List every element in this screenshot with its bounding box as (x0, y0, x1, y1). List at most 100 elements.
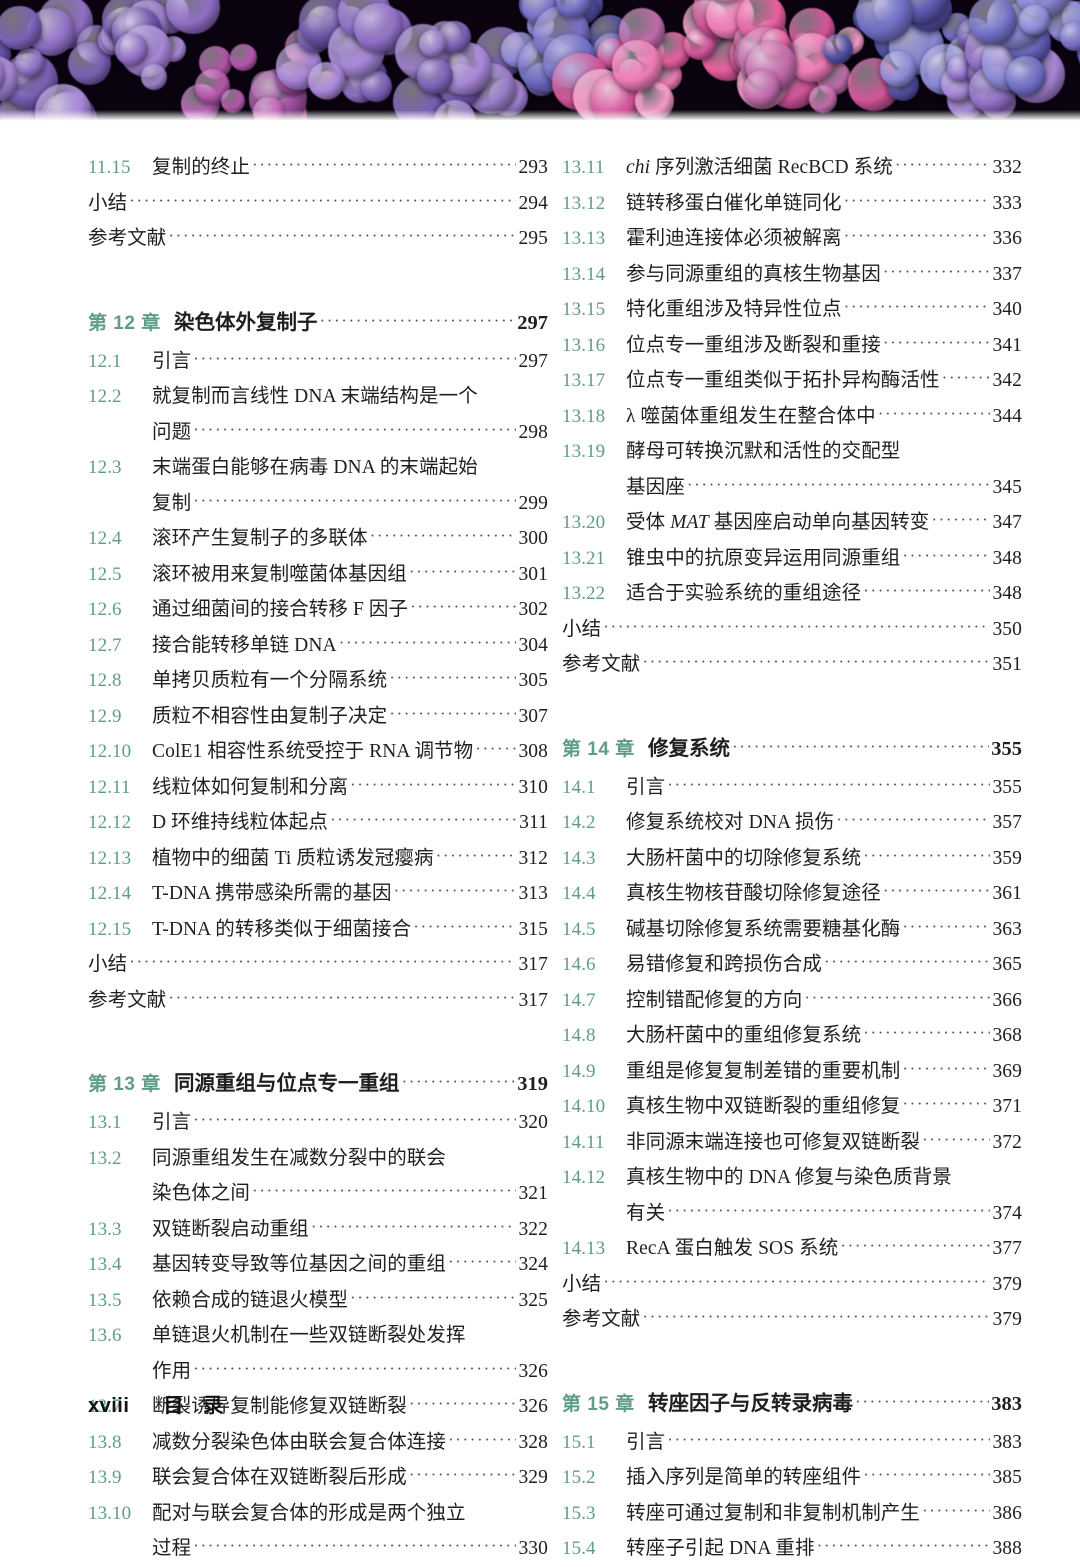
entry-title: 参考文献 (88, 983, 166, 1019)
toc-entry-row[interactable]: 12.15T-DNA 的转移类似于细菌接合···················… (88, 912, 548, 948)
toc-entry-row[interactable]: 13.13霍利迪连接体必须被解离························… (562, 221, 1022, 257)
toc-entry-row[interactable]: 12.4滚环产生复制子的多联体·························… (88, 521, 548, 557)
page-number: 341 (992, 328, 1022, 364)
toc-chapter-row[interactable]: 第 15 章转座因子与反转录病毒························… (562, 1384, 1022, 1425)
entry-title: 基因座 (626, 470, 685, 506)
toc-chapter-row[interactable]: 第 12 章染色体外复制子···························… (88, 303, 548, 344)
entry-title: 非同源末端连接也可修复双链断裂 (626, 1125, 920, 1161)
toc-entry-continuation[interactable]: 作用······································… (88, 1354, 548, 1390)
toc-entry-row[interactable]: 参考文献····································… (562, 647, 1022, 683)
toc-entry-row[interactable]: 小结······································… (88, 947, 548, 983)
toc-entry-row[interactable]: 12.5滚环被用来复制噬菌体基因组·······················… (88, 557, 548, 593)
toc-entry-row[interactable]: 12.9质粒不相容性由复制子决定························… (88, 699, 548, 735)
leader-dots: ········································… (409, 554, 517, 590)
leader-dots: ········································… (339, 625, 517, 661)
toc-entry-row[interactable]: 14.5碱基切除修复系统需要糖基化酶······················… (562, 912, 1022, 948)
toc-entry-row[interactable]: 15.2插入序列是简单的转座组件························… (562, 1460, 1022, 1496)
page-number: 379 (992, 1267, 1022, 1303)
toc-entry-row[interactable]: 参考文献····································… (562, 1302, 1022, 1338)
toc-entry-continuation[interactable]: 过程······································… (88, 1531, 548, 1567)
toc-entry-row[interactable]: 12.14T-DNA 携带感染所需的基因····················… (88, 876, 548, 912)
toc-entry-row[interactable]: 12.8单拷贝质粒有一个分隔系统························… (88, 663, 548, 699)
toc-entry-row[interactable]: 13.18λ 噬菌体重组发生在整合体中·····················… (562, 399, 1022, 435)
toc-entry-row[interactable]: 13.8减数分裂染色体由联会复合体连接·····················… (88, 1425, 548, 1461)
toc-chapter-row[interactable]: 第 14 章修复系统······························… (562, 729, 1022, 770)
page-number: 363 (992, 912, 1022, 948)
toc-entry-row[interactable]: 14.9重组是修复复制差错的重要机制······················… (562, 1054, 1022, 1090)
toc-entry-continuation[interactable]: 染色体之间···································… (88, 1176, 548, 1212)
entry-title: 过程 (152, 1531, 191, 1567)
toc-entry-row[interactable]: 14.3大肠杆菌中的切除修复系统························… (562, 841, 1022, 877)
toc-entry-continuation[interactable]: 问题······································… (88, 415, 548, 451)
toc-entry-row[interactable]: 14.7控制错配修复的方向···························… (562, 983, 1022, 1019)
page-number: 326 (518, 1389, 548, 1425)
entry-title: 基因转变导致等位基因之间的重组 (152, 1247, 446, 1283)
toc-entry-row[interactable]: 13.17位点专一重组类似于拓扑异构酶活性···················… (562, 363, 1022, 399)
toc-entry-row[interactable]: 15.3转座可通过复制和非复制机制产生·····················… (562, 1496, 1022, 1532)
toc-entry-row[interactable]: 13.14参与同源重组的真核生物基因······················… (562, 257, 1022, 293)
page-number: 304 (518, 628, 548, 664)
toc-entry-row[interactable]: 13.5依赖合成的链退火模型··························… (88, 1283, 548, 1319)
toc-entry-row[interactable]: 13.2同源重组发生在减数分裂中的联会·····················… (88, 1141, 548, 1177)
toc-entry-row[interactable]: 13.6单链退火机制在一些双链断裂处发挥····················… (88, 1318, 548, 1354)
toc-entry-row[interactable]: 13.4基因转变导致等位基因之间的重组·····················… (88, 1247, 548, 1283)
toc-entry-continuation[interactable]: 复制······································… (88, 486, 548, 522)
entry-number: 12.7 (88, 628, 152, 664)
toc-entry-row[interactable]: 13.10配对与联会复合体的形成是两个独立···················… (88, 1496, 548, 1532)
leader-dots: ········································… (402, 1062, 516, 1102)
entry-number: 13.18 (562, 399, 626, 435)
toc-chapter-row[interactable]: 第 13 章同源重组与位点专一重组·······················… (88, 1064, 548, 1105)
toc-entry-row[interactable]: 13.15特化重组涉及特异性位点························… (562, 292, 1022, 328)
toc-entry-row[interactable]: 14.10真核生物中双链断裂的重组修复·····················… (562, 1089, 1022, 1125)
toc-entry-row[interactable]: 14.11非同源末端连接也可修复双链断裂····················… (562, 1125, 1022, 1161)
toc-entry-continuation[interactable]: 有关······································… (562, 1196, 1022, 1232)
toc-entry-row[interactable]: 13.22适合于实验系统的重组途径·······················… (562, 576, 1022, 612)
leader-dots: ········································… (824, 944, 990, 980)
toc-entry-row[interactable]: 14.4真核生物核苷酸切除修复途径·······················… (562, 876, 1022, 912)
entry-number: 13.14 (562, 257, 626, 293)
toc-entry-row[interactable]: 小结······································… (88, 186, 548, 222)
toc-entry-row[interactable]: 13.12链转移蛋白催化单链同化························… (562, 186, 1022, 222)
chapter-number: 第 12 章 (88, 304, 174, 344)
toc-entry-row[interactable]: 13.21锥虫中的抗原变异运用同源重组·····················… (562, 541, 1022, 577)
toc-entry-continuation[interactable]: 基因座·····································… (562, 470, 1022, 506)
toc-entry-row[interactable]: 小结······································… (562, 1267, 1022, 1303)
toc-entry-row[interactable]: 14.6易错修复和跨损伤合成··························… (562, 947, 1022, 983)
toc-entry-row[interactable]: 参考文献····································… (88, 221, 548, 257)
leader-dots: ········································… (350, 1280, 516, 1316)
toc-entry-row[interactable]: 13.9联会复合体在双链断裂后形成·······················… (88, 1460, 548, 1496)
toc-entry-row[interactable]: 14.8大肠杆菌中的重组修复系统························… (562, 1018, 1022, 1054)
toc-entry-row[interactable]: 参考文献····································… (88, 983, 548, 1019)
entry-number: 12.6 (88, 592, 152, 628)
entry-number: 12.2 (88, 379, 152, 415)
micrograph-cell (230, 44, 257, 71)
toc-entry-row[interactable]: 小结······································… (562, 612, 1022, 648)
entry-title: 转座子引起 DNA 重排 (626, 1531, 815, 1567)
toc-entry-row[interactable]: 13.19酵母可转换沉默和活性的交配型·····················… (562, 434, 1022, 470)
entry-title: 特化重组涉及特异性位点 (626, 292, 842, 328)
entry-title: 小结 (88, 186, 127, 222)
entry-number: 12.14 (88, 876, 152, 912)
toc-entry-row[interactable]: 13.16位点专一重组涉及断裂和重接······················… (562, 328, 1022, 364)
toc-entry-row[interactable]: 12.11线粒体如何复制和分离·························… (88, 770, 548, 806)
leader-dots: ········································… (902, 538, 990, 574)
